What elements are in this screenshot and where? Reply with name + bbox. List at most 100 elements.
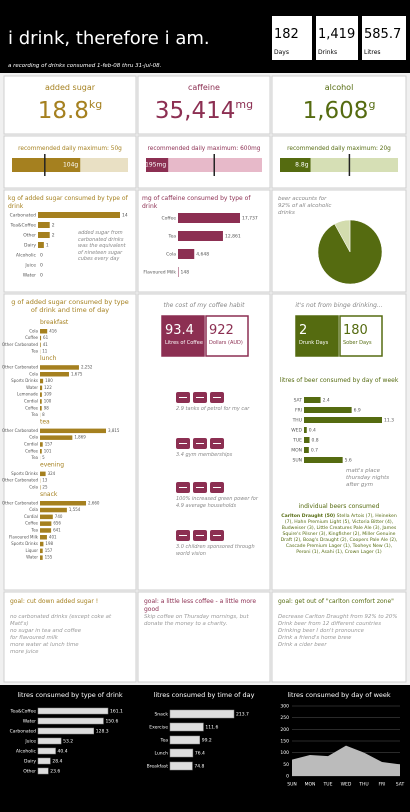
bar-label: Dairy — [24, 759, 36, 765]
bar-label: Tea — [30, 527, 38, 532]
bar — [169, 735, 200, 745]
bar-label: Cordial — [24, 398, 38, 403]
value-label: 101 — [44, 448, 52, 453]
bar-label: THU — [292, 418, 302, 424]
total-unit: mg — [235, 98, 253, 111]
goal-line: no sugar in tea and coffee — [10, 628, 82, 635]
bar — [40, 399, 42, 404]
value-label: 0 — [40, 253, 43, 259]
value-label: 111.6 — [205, 725, 218, 731]
bar — [304, 447, 309, 453]
bar-label: TUE — [292, 438, 302, 444]
equivalent: 100% increased green power for 4.9 avera… — [176, 496, 258, 509]
value-label: 61 — [43, 335, 49, 340]
bar — [178, 267, 179, 277]
value-label: 28.4 — [52, 759, 62, 765]
y-tick-label: 50 — [283, 762, 289, 768]
stat-value: 585.7 — [364, 27, 401, 42]
chart-title: mg of caffeine consumed by type of drink — [142, 195, 251, 210]
bar-label: Carbonated — [10, 729, 37, 735]
value-label: 98 — [44, 405, 50, 410]
bar — [40, 365, 79, 370]
value-label: 2.4 — [323, 398, 330, 404]
chart-title: g of added sugar consumed by type of dri… — [11, 298, 129, 315]
goal-line: no carbonated drinks (except coke at Mat… — [10, 614, 112, 628]
bar-label: Tea — [30, 412, 38, 417]
stat-label: Litres — [364, 49, 381, 56]
value-label: 148 — [181, 270, 190, 276]
bar-label: Cordial — [24, 441, 38, 446]
value-label: 198 — [45, 541, 53, 546]
total-unit: kg — [89, 98, 102, 111]
bar-label: Tea — [159, 738, 168, 744]
total-value: 18.8kg — [38, 98, 103, 124]
total-number: 18.8 — [38, 98, 89, 124]
value-label: 40.4 — [58, 749, 68, 755]
y-tick-label: 100 — [280, 750, 289, 756]
area — [292, 745, 400, 776]
bar — [37, 737, 62, 745]
bar-label: Sports Drinks — [11, 471, 38, 476]
value-label: 2,660 — [88, 500, 100, 505]
value-label: 740 — [55, 514, 63, 519]
title: i drink, therefore i am. — [8, 28, 210, 49]
bar-label: FRI — [295, 408, 302, 414]
bar — [37, 717, 104, 725]
bar — [40, 372, 69, 377]
value-label: 641 — [53, 527, 61, 532]
value-label: 76.4 — [195, 751, 205, 757]
bar — [38, 212, 120, 218]
stat-value: 922 — [209, 323, 234, 338]
stat-box — [295, 315, 339, 357]
stat-box — [339, 315, 383, 357]
bar — [304, 437, 310, 443]
bar-label: Water — [23, 273, 36, 279]
bar — [40, 435, 73, 440]
stat-box — [161, 315, 205, 357]
bar-label: Water — [23, 719, 36, 725]
beer-lead: Carlton Draught (50) — [281, 514, 336, 519]
note: added sugar from carbonated drinks was t… — [78, 230, 126, 262]
value-label: 656 — [53, 521, 61, 526]
stat-box — [362, 16, 406, 60]
value-label: 195mg — [145, 162, 166, 169]
equivalent: 2.9 tanks of petrol for my car — [176, 406, 250, 412]
x-tick-label: TUE — [323, 782, 333, 788]
stat-box — [316, 16, 358, 60]
value-label: 213.7 — [236, 712, 249, 718]
bar — [40, 392, 42, 397]
bar-label: Alcoholic — [16, 749, 37, 755]
chart-title: kg of added sugar consumed by type of dr… — [8, 195, 128, 210]
bar-label: Other Carbonated — [2, 428, 39, 433]
stat-value: 2 — [299, 323, 307, 338]
value-label: 17,737 — [242, 216, 258, 222]
value-label: 161.1 — [110, 709, 123, 715]
total-unit: g — [368, 98, 375, 111]
bar — [38, 222, 50, 228]
value-label: 0.8 — [312, 438, 319, 444]
x-tick-label: WED — [341, 782, 352, 788]
bar-label: Other — [23, 233, 36, 239]
bar — [40, 501, 87, 506]
bar-label: MON — [291, 448, 302, 454]
pie-slice — [334, 219, 351, 253]
value-label: 6.9 — [354, 408, 361, 414]
x-tick-label: THU — [358, 782, 368, 788]
value-label: 155 — [45, 555, 53, 560]
bar — [169, 761, 193, 771]
bar-label: Water — [26, 385, 38, 390]
value-label: 8 — [42, 412, 45, 417]
stat-value: 180 — [343, 323, 368, 338]
value-label: 25 — [42, 484, 48, 489]
bar-label: Cola — [29, 435, 38, 440]
bar-label: Lemonade — [17, 392, 38, 397]
bar — [40, 528, 52, 533]
y-tick-label: 0 — [286, 774, 289, 780]
section-title: lunch — [40, 355, 57, 362]
panel — [3, 293, 137, 591]
value-label: 157 — [45, 441, 53, 446]
total-label: caffeine — [188, 83, 220, 92]
equivalent: 3.0 children sponsored through world vis… — [176, 544, 255, 557]
stat-value: 1,419 — [318, 27, 355, 42]
total-label: added sugar — [45, 83, 96, 92]
